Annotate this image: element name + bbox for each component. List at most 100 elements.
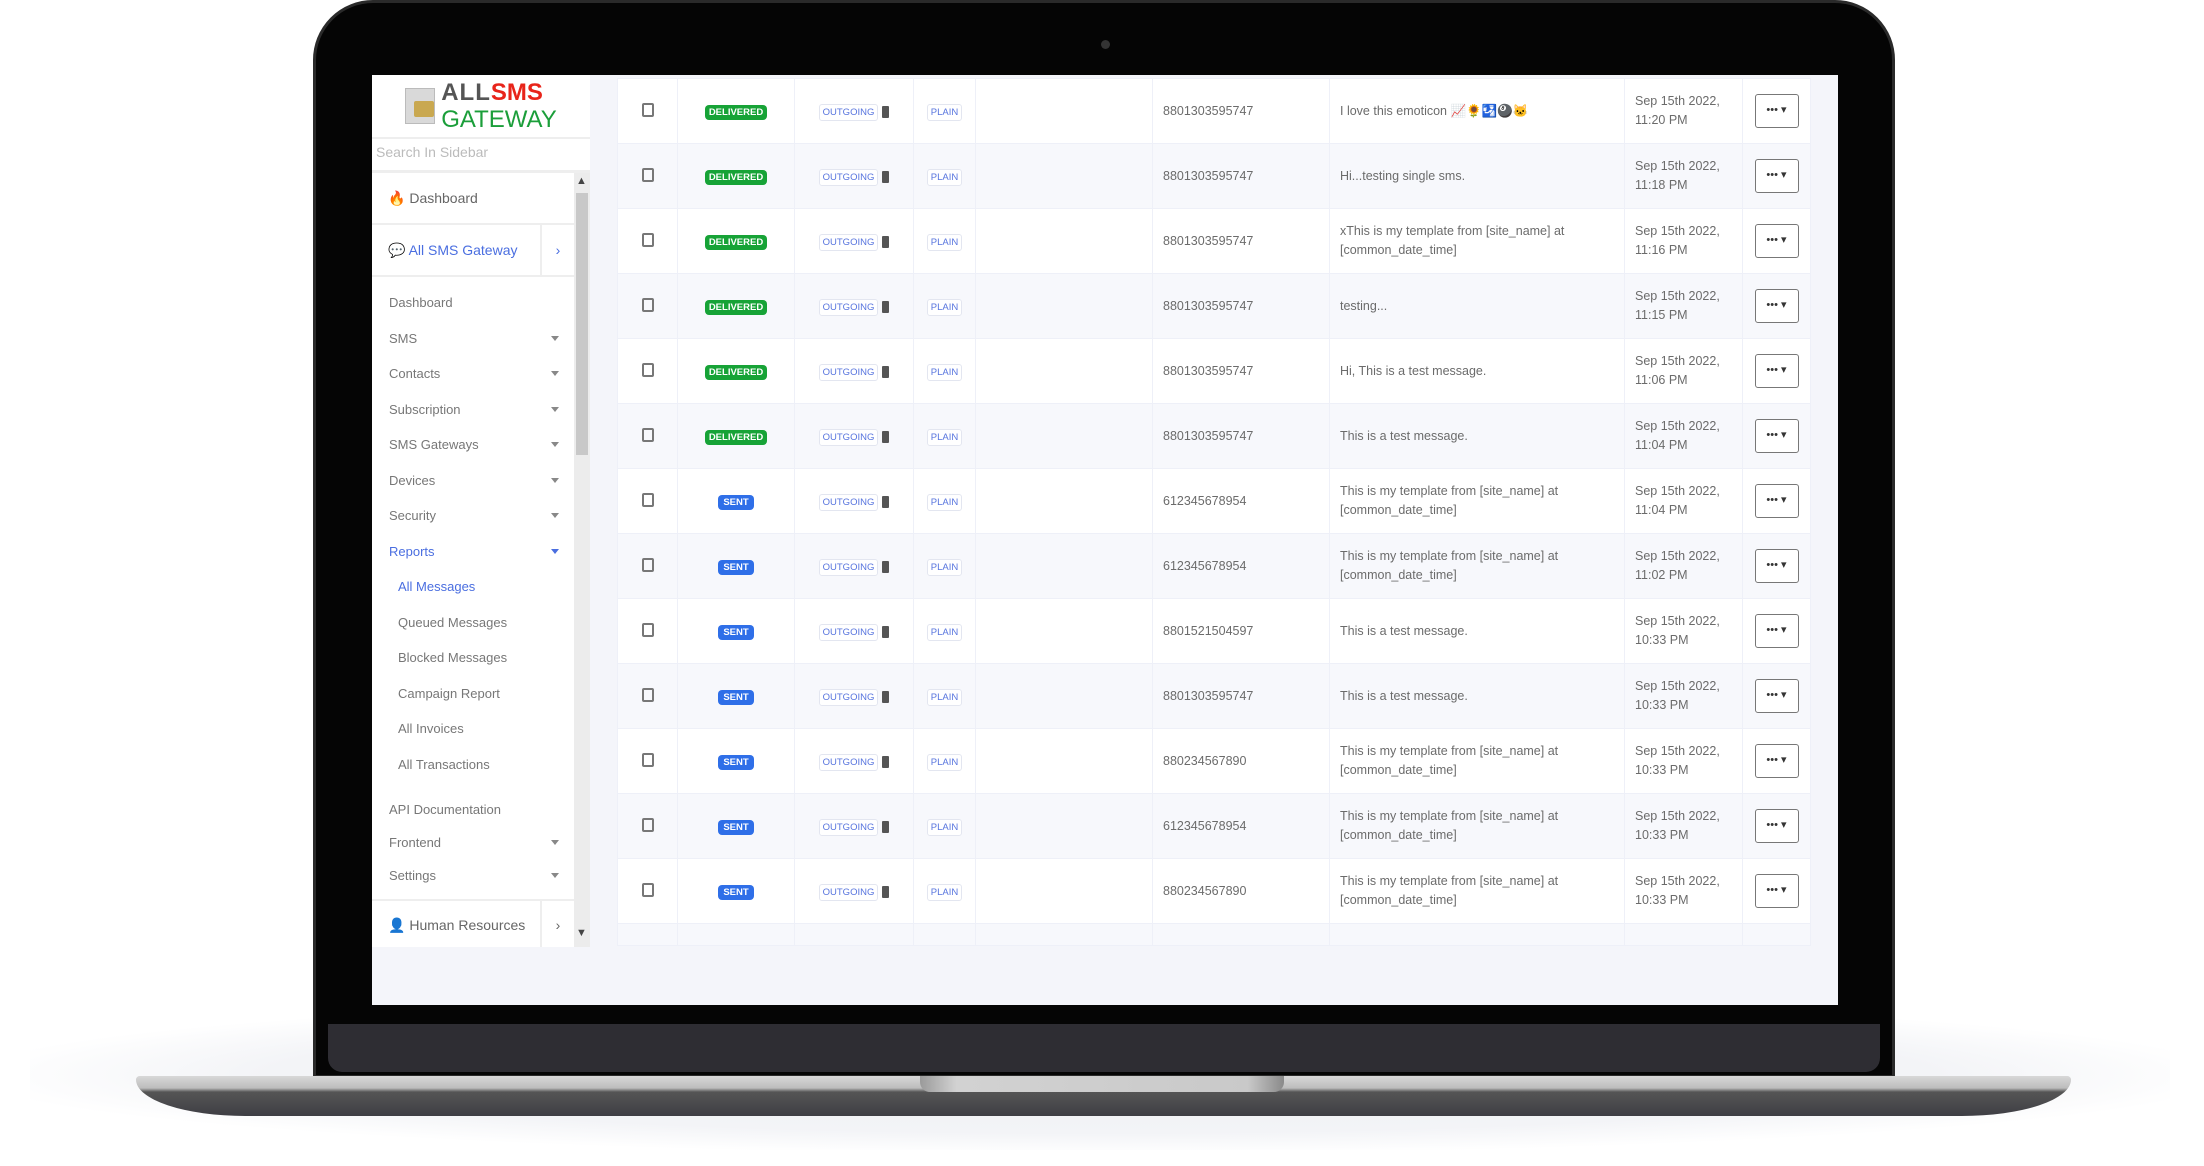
scroll-down-icon[interactable]: ▼ bbox=[576, 927, 587, 939]
sidebar-subitem-all-transactions[interactable]: All Transactions bbox=[398, 757, 568, 773]
status-badge: SENT bbox=[718, 560, 754, 575]
row-actions-button[interactable]: ••• ▾ bbox=[1754, 874, 1799, 908]
row-actions-button[interactable]: ••• ▾ bbox=[1754, 419, 1799, 453]
row-checkbox[interactable] bbox=[641, 622, 654, 637]
mobile-phone-icon bbox=[882, 300, 890, 313]
empty-cell bbox=[975, 793, 1153, 859]
sidebar-item-api-documentation[interactable]: API Documentation bbox=[389, 802, 559, 818]
row-actions-button[interactable]: ••• ▾ bbox=[1754, 354, 1799, 388]
sidebar-item-settings[interactable]: Settings bbox=[389, 868, 559, 884]
date: Sep 15th 2022, bbox=[1635, 874, 1720, 888]
message-text: testing... bbox=[1329, 273, 1625, 339]
format-badge: PLAIN bbox=[926, 689, 963, 706]
phone-number: 8801521504597 bbox=[1152, 598, 1330, 664]
sent-date: Sep 15th 2022, 10:33 PM bbox=[1624, 728, 1743, 794]
direction-badge: OUTGOING bbox=[818, 364, 879, 381]
row-actions-button[interactable]: ••• ▾ bbox=[1754, 159, 1799, 193]
label: Dashboard bbox=[409, 190, 478, 206]
sidebar-item-dashboard[interactable]: Dashboard bbox=[389, 295, 559, 311]
sent-date: Sep 15th 2022, 11:15 PM bbox=[1624, 273, 1743, 339]
sidebar-subitem-all-messages[interactable]: All Messages bbox=[398, 579, 568, 595]
row-checkbox[interactable] bbox=[641, 752, 654, 767]
row-checkbox[interactable] bbox=[641, 882, 654, 897]
date: Sep 15th 2022, bbox=[1635, 744, 1720, 758]
row-actions-button[interactable]: ••• ▾ bbox=[1754, 679, 1799, 713]
label: All Transactions bbox=[398, 756, 490, 772]
format-badge: PLAIN bbox=[926, 624, 963, 641]
sent-date: Sep 15th 2022, 11:04 PM bbox=[1624, 468, 1743, 534]
sidebar-subitem-campaign-report[interactable]: Campaign Report bbox=[398, 686, 568, 702]
row-actions-button[interactable]: ••• ▾ bbox=[1754, 744, 1799, 778]
caret-down-icon bbox=[551, 873, 559, 878]
chevron-right-icon[interactable]: › bbox=[540, 901, 574, 947]
empty-cell bbox=[975, 598, 1153, 664]
sidebar-item-devices[interactable]: Devices bbox=[389, 473, 559, 489]
label: Dashboard bbox=[389, 295, 453, 310]
scroll-up-icon[interactable]: ▲ bbox=[576, 175, 587, 187]
row-actions-button[interactable]: ••• ▾ bbox=[1754, 549, 1799, 583]
message-text: This is my template from [site_name] at … bbox=[1329, 533, 1625, 599]
sidebar-item-subscription[interactable]: Subscription bbox=[389, 402, 559, 418]
sidebar-top-dashboard[interactable]: 🔥 Dashboard bbox=[372, 173, 574, 225]
phone-number: 612345678954 bbox=[1152, 533, 1330, 599]
row-checkbox[interactable] bbox=[641, 557, 654, 572]
phone-number: 880234567890 bbox=[1152, 858, 1330, 924]
date: Sep 15th 2022, bbox=[1635, 224, 1720, 238]
label: Security bbox=[389, 508, 436, 523]
message-text: This is my template from [site_name] at … bbox=[1329, 793, 1625, 859]
row-actions-button[interactable]: ••• ▾ bbox=[1754, 809, 1799, 843]
sidebar-subitem-blocked-messages[interactable]: Blocked Messages bbox=[398, 650, 568, 666]
row-actions-button[interactable]: ••• ▾ bbox=[1754, 614, 1799, 648]
chevron-right-icon[interactable]: › bbox=[540, 225, 574, 275]
direction-badge: OUTGOING bbox=[818, 559, 879, 576]
phone-number: 612345678954 bbox=[1152, 793, 1330, 859]
table-row: SENT OUTGOING PLAIN 880234567890 This is… bbox=[617, 728, 1811, 794]
table-row: SENT OUTGOING PLAIN 880234567890 This is… bbox=[617, 858, 1811, 924]
sent-date: Sep 15th 2022, 11:06 PM bbox=[1624, 338, 1743, 404]
row-checkbox[interactable] bbox=[641, 362, 654, 377]
row-actions-button[interactable]: ••• ▾ bbox=[1754, 484, 1799, 518]
row-checkbox[interactable] bbox=[641, 232, 654, 247]
date: Sep 15th 2022, bbox=[1635, 289, 1720, 303]
row-actions-button[interactable]: ••• ▾ bbox=[1754, 224, 1799, 258]
sent-date: Sep 15th 2022, 11:04 PM bbox=[1624, 403, 1743, 469]
brand-logo[interactable]: ALLSMS GATEWAY bbox=[372, 75, 590, 137]
sidebar-app-link[interactable]: 💬 All SMS Gateway › bbox=[372, 225, 574, 277]
row-checkbox[interactable] bbox=[641, 297, 654, 312]
row-checkbox[interactable] bbox=[641, 817, 654, 832]
format-badge: PLAIN bbox=[926, 754, 963, 771]
time: 10:33 PM bbox=[1635, 633, 1689, 647]
row-actions-button[interactable]: ••• ▾ bbox=[1754, 289, 1799, 323]
row-actions-button[interactable]: ••• ▾ bbox=[1754, 94, 1799, 128]
app-screen: ALLSMS GATEWAY Search In Sidebar ▲ ▼ 🔥 Da… bbox=[372, 75, 1838, 1005]
empty-cell bbox=[975, 208, 1153, 274]
messages-table: DELIVERED OUTGOING PLAIN 8801303595747 I… bbox=[617, 78, 1811, 946]
row-checkbox[interactable] bbox=[641, 102, 654, 117]
status-badge: SENT bbox=[718, 885, 754, 900]
sidebar-item-sms-gateways[interactable]: SMS Gateways bbox=[389, 437, 559, 453]
sidebar-item-security[interactable]: Security bbox=[389, 508, 559, 524]
time: 10:33 PM bbox=[1635, 893, 1689, 907]
phone-number: 8801303595747 bbox=[1152, 663, 1330, 729]
label: Contacts bbox=[389, 366, 441, 381]
sidebar-scrollbar-thumb[interactable] bbox=[576, 193, 588, 455]
time: 11:04 PM bbox=[1635, 438, 1688, 452]
date: Sep 15th 2022, bbox=[1635, 94, 1720, 108]
sidebar-item-contacts[interactable]: Contacts bbox=[389, 366, 559, 382]
sidebar-item-reports[interactable]: Reports bbox=[389, 544, 559, 560]
sidebar-search-input[interactable]: Search In Sidebar bbox=[372, 137, 590, 173]
sidebar-subitem-all-invoices[interactable]: All Invoices bbox=[398, 721, 568, 737]
row-checkbox[interactable] bbox=[641, 427, 654, 442]
row-checkbox[interactable] bbox=[641, 492, 654, 507]
phone-number: 8801303595747 bbox=[1152, 143, 1330, 209]
sidebar-item-frontend[interactable]: Frontend bbox=[389, 835, 559, 851]
sidebar: ALLSMS GATEWAY Search In Sidebar ▲ ▼ 🔥 Da… bbox=[372, 75, 590, 947]
sidebar-human-resources[interactable]: 👤 Human Resources › bbox=[372, 899, 574, 947]
format-badge: PLAIN bbox=[926, 884, 963, 901]
row-checkbox[interactable] bbox=[641, 167, 654, 182]
empty-cell bbox=[975, 78, 1153, 144]
sidebar-item-sms[interactable]: SMS bbox=[389, 331, 559, 347]
caret-down-icon bbox=[551, 442, 559, 447]
sidebar-subitem-queued-messages[interactable]: Queued Messages bbox=[398, 615, 568, 631]
row-checkbox[interactable] bbox=[641, 687, 654, 702]
